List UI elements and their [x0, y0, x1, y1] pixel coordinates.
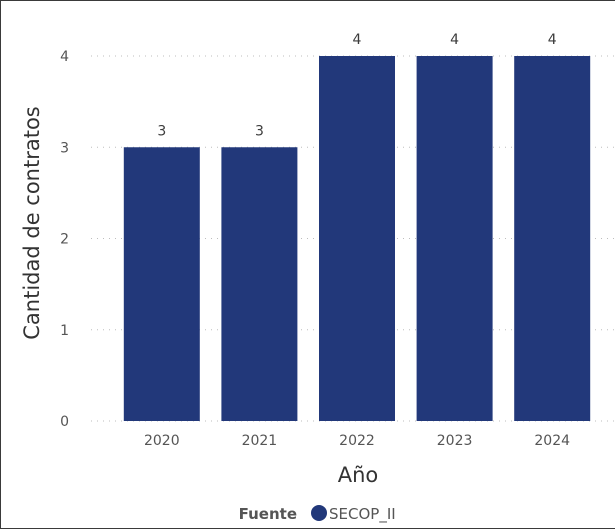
- bar[interactable]: [123, 147, 200, 421]
- x-axis-title: Año: [338, 463, 379, 487]
- bars: [123, 56, 591, 421]
- legend: Fuente SECOP_II: [239, 505, 396, 524]
- bar[interactable]: [416, 56, 493, 421]
- data-label: 4: [450, 32, 459, 48]
- x-tick-label: 2022: [339, 433, 375, 449]
- y-axis-ticks: 0 1 2 3 4: [60, 49, 69, 430]
- data-label: 3: [255, 123, 264, 139]
- bar[interactable]: [221, 147, 298, 421]
- data-labels: 3 3 4 4 4: [157, 32, 556, 139]
- x-tick-label: 2023: [437, 433, 473, 449]
- y-tick-label: 2: [60, 232, 69, 248]
- legend-entry-secop-ii: SECOP_II: [329, 505, 396, 524]
- y-axis-title: Cantidad de contratos: [20, 106, 44, 340]
- x-tick-label: 2024: [534, 433, 570, 449]
- x-tick-label: 2020: [144, 433, 180, 449]
- bar[interactable]: [319, 56, 395, 421]
- y-tick-label: 0: [60, 414, 69, 430]
- x-tick-label: 2021: [242, 433, 278, 449]
- x-axis-ticks: 2020 2021 2022 2023 2024: [144, 433, 570, 449]
- data-label: 3: [157, 123, 166, 139]
- y-tick-label: 4: [60, 49, 69, 65]
- bar[interactable]: [514, 56, 591, 421]
- legend-title: Fuente: [239, 505, 297, 523]
- data-label: 4: [548, 32, 557, 48]
- y-tick-label: 1: [60, 323, 69, 339]
- y-tick-label: 3: [60, 140, 69, 156]
- legend-swatch-icon: [311, 505, 327, 521]
- data-label: 4: [353, 32, 362, 48]
